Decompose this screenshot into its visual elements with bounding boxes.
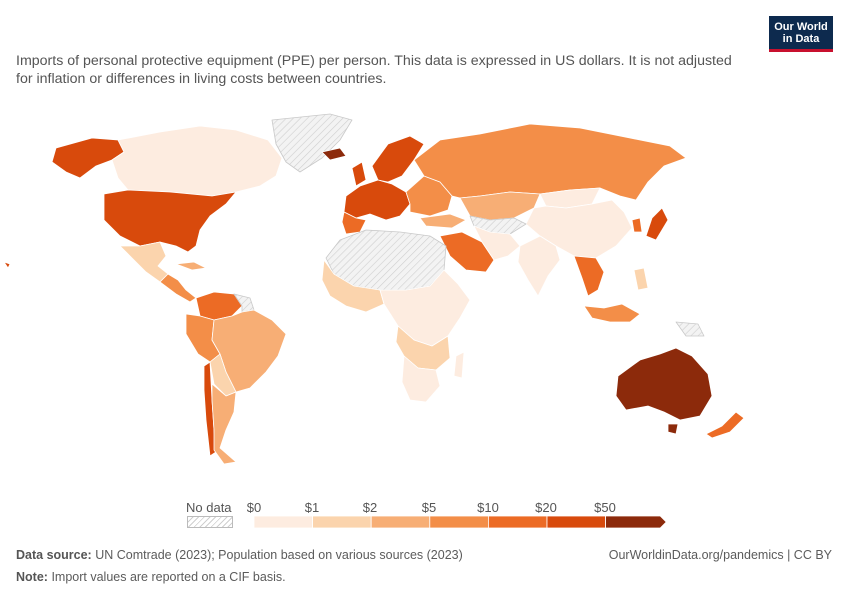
region-turkey[interactable] (419, 213, 467, 229)
legend-tick-3: $5 (421, 500, 437, 515)
region-southeast-asia[interactable] (573, 255, 605, 297)
legend-tick-4: $10 (477, 500, 499, 515)
region-uk[interactable] (351, 161, 367, 187)
region-philippines[interactable] (633, 267, 649, 291)
region-korea[interactable] (631, 217, 643, 233)
legend-bin-6[interactable] (605, 515, 667, 529)
region-western-europe[interactable] (343, 179, 411, 221)
region-madagascar[interactable] (453, 351, 465, 379)
footer-link[interactable]: OurWorldinData.org/pandemics | CC BY (608, 548, 832, 562)
legend-no-data-swatch[interactable] (187, 516, 233, 528)
legend-tick-0: $0 (246, 500, 262, 515)
footer-note-text: Import values are reported on a CIF basi… (51, 570, 286, 584)
region-india[interactable] (517, 235, 561, 297)
footer-source-text: UN Comtrade (2023); Population based on … (95, 548, 463, 562)
footer-note-label: Note: (16, 570, 48, 584)
region-japan[interactable] (645, 207, 669, 241)
region-russia[interactable] (413, 123, 687, 201)
legend-bin-4[interactable] (487, 515, 548, 529)
region-mexico[interactable] (119, 241, 169, 283)
legend-bin-3[interactable] (429, 515, 489, 529)
region-southern-africa[interactable] (401, 355, 441, 403)
region-png[interactable] (675, 321, 705, 337)
legend-no-data-label: No data (186, 500, 232, 515)
legend-tick-5: $20 (535, 500, 557, 515)
region-canada[interactable] (111, 125, 283, 197)
legend-bin-2[interactable] (370, 515, 431, 529)
region-iceland[interactable] (321, 147, 347, 161)
region-indonesia[interactable] (583, 303, 641, 323)
footer-note: Note: Import values are reported on a CI… (16, 570, 286, 584)
legend-bin-1[interactable] (312, 515, 372, 529)
legend-bin-5[interactable] (546, 515, 606, 529)
region-central-america[interactable] (159, 273, 197, 303)
chart-subtitle: Imports of personal protective equipment… (16, 53, 732, 87)
legend-tick-2: $2 (362, 500, 378, 515)
region-greenland[interactable] (271, 113, 353, 173)
footer-source-label: Data source: (16, 548, 92, 562)
logo-line-1: Our World (774, 21, 828, 33)
region-middle-east[interactable] (439, 231, 495, 273)
legend-color-scale (253, 515, 667, 529)
world-map (3, 113, 745, 465)
region-southern-central-africa[interactable] (395, 325, 451, 371)
region-caribbean[interactable] (175, 261, 207, 271)
region-alaska[interactable] (51, 137, 125, 179)
region-hawaii[interactable] (3, 261, 11, 269)
footer-source: Data source: UN Comtrade (2023); Populat… (16, 548, 463, 562)
owid-logo[interactable]: Our World in Data (769, 16, 833, 52)
legend-tick-6: $50 (594, 500, 616, 515)
legend-bin-0[interactable] (253, 515, 313, 529)
region-usa[interactable] (103, 189, 237, 253)
region-argentina[interactable] (211, 383, 237, 465)
legend-tick-1: $1 (304, 500, 320, 515)
region-iran-pakistan[interactable] (473, 225, 521, 261)
logo-line-2: in Data (782, 33, 820, 45)
region-australia[interactable] (615, 347, 713, 421)
region-west-africa[interactable] (321, 259, 385, 313)
region-new-zealand[interactable] (705, 411, 745, 439)
region-tasmania[interactable] (667, 423, 679, 435)
